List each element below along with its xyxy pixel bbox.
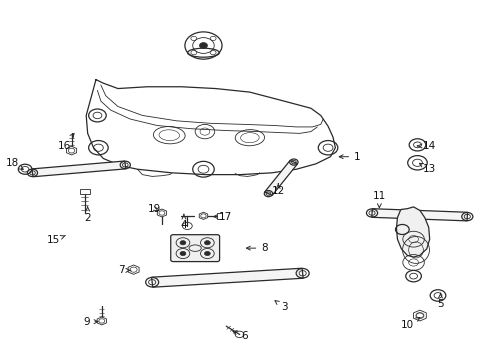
Text: 15: 15 [47,235,66,245]
Text: 11: 11 [373,191,386,208]
Text: 5: 5 [437,293,444,309]
Polygon shape [414,310,426,321]
Text: 8: 8 [246,243,268,253]
Text: 4: 4 [181,214,187,230]
Polygon shape [151,268,303,287]
Polygon shape [396,207,430,257]
Text: 19: 19 [148,204,161,214]
Polygon shape [265,161,297,195]
Text: 12: 12 [271,184,285,197]
Circle shape [199,42,207,48]
Text: 9: 9 [83,317,98,327]
FancyBboxPatch shape [171,235,220,262]
Text: 13: 13 [419,163,436,174]
Circle shape [180,240,186,245]
Polygon shape [157,209,167,217]
Circle shape [204,251,210,256]
Text: 7: 7 [119,265,131,275]
Text: 17: 17 [213,212,232,221]
Circle shape [204,240,210,245]
Polygon shape [97,317,106,325]
Text: 18: 18 [6,158,23,169]
Text: 3: 3 [275,301,288,312]
Text: 2: 2 [84,207,91,222]
Polygon shape [32,161,126,177]
Polygon shape [67,146,76,155]
FancyBboxPatch shape [80,189,90,194]
Text: 1: 1 [339,152,361,162]
Text: 14: 14 [417,141,436,151]
Polygon shape [372,209,467,221]
Text: 16: 16 [58,134,74,151]
Polygon shape [128,265,139,274]
FancyBboxPatch shape [217,213,222,219]
Polygon shape [199,212,208,220]
Text: 10: 10 [401,318,420,330]
Circle shape [180,251,186,256]
Text: 6: 6 [233,331,248,341]
